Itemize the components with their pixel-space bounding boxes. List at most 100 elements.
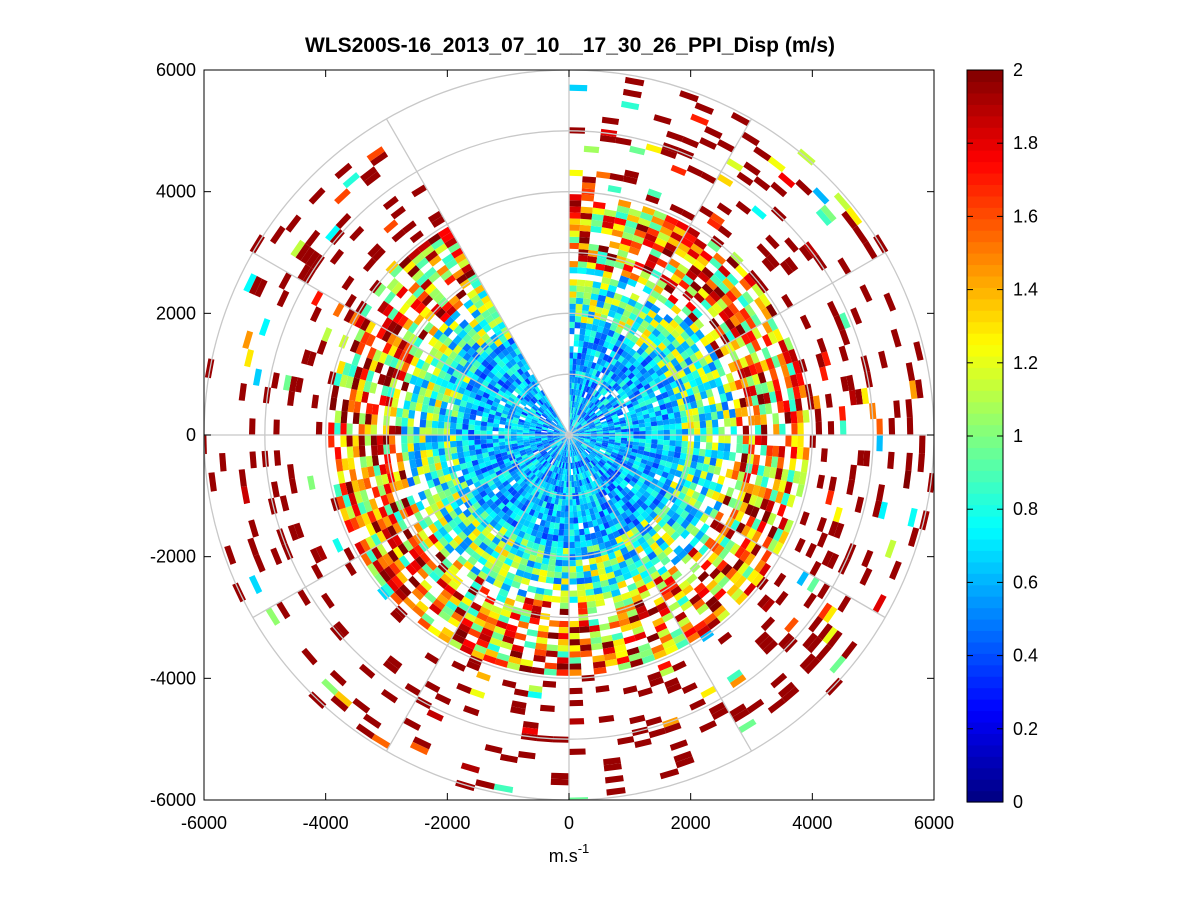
ppi-cell bbox=[370, 435, 377, 446]
ppi-cell bbox=[685, 301, 697, 312]
ppi-cell bbox=[660, 408, 668, 416]
ppi-cell bbox=[760, 476, 769, 488]
ppi-cell bbox=[627, 278, 638, 288]
ppi-cell bbox=[709, 257, 723, 270]
ppi-cell bbox=[750, 351, 760, 364]
ppi-cell bbox=[516, 494, 524, 502]
ppi-cell bbox=[437, 490, 447, 501]
ppi-cell bbox=[614, 494, 622, 502]
ppi-cell bbox=[614, 424, 621, 428]
ppi-cell bbox=[449, 486, 458, 495]
ppi-cell bbox=[581, 384, 586, 391]
colorbar: 0 0.2 0.4 0.6 0.8 1 1.2 1.4 1.6 1.8 2 bbox=[966, 60, 1038, 812]
ppi-cell bbox=[802, 447, 810, 461]
ppi-cell bbox=[606, 377, 614, 385]
ppi-cell bbox=[501, 364, 510, 373]
ppi-cell bbox=[703, 456, 711, 465]
ppi-cell bbox=[812, 395, 821, 410]
ppi-cell bbox=[552, 583, 562, 591]
ppi-cell bbox=[569, 425, 571, 432]
ppi-cell bbox=[403, 400, 411, 410]
ppi-cell bbox=[709, 340, 720, 351]
ppi-cell bbox=[575, 423, 581, 429]
ppi-cell bbox=[675, 435, 683, 441]
ppi-cell bbox=[581, 479, 586, 486]
ppi-cell bbox=[371, 734, 391, 749]
ppi-cell bbox=[480, 430, 487, 435]
ppi-cell bbox=[585, 268, 596, 276]
ppi-cell bbox=[376, 518, 387, 531]
ppi-cell bbox=[540, 405, 547, 411]
ppi-cell bbox=[586, 348, 592, 356]
ppi-cell bbox=[392, 323, 403, 336]
ppi-cell bbox=[440, 482, 449, 491]
ppi-cell bbox=[589, 299, 598, 307]
ppi-cell bbox=[647, 407, 655, 414]
ppi-cell bbox=[418, 329, 429, 341]
ppi-cell bbox=[587, 606, 598, 615]
ppi-cell bbox=[729, 571, 742, 584]
ppi-cell bbox=[828, 520, 839, 537]
ppi-cell bbox=[402, 408, 410, 419]
ppi-cell bbox=[511, 422, 518, 427]
colorbar-band bbox=[967, 298, 1003, 311]
ppi-cell bbox=[469, 471, 477, 479]
ppi-cell bbox=[766, 512, 777, 526]
ppi-cell bbox=[370, 546, 383, 560]
ppi-cell bbox=[695, 399, 704, 408]
ppi-cell bbox=[517, 424, 524, 428]
ppi-cell bbox=[529, 617, 540, 625]
ppi-cell bbox=[772, 328, 784, 342]
ppi-cell bbox=[637, 449, 644, 455]
ppi-cell bbox=[520, 358, 528, 366]
ppi-cell bbox=[776, 503, 787, 517]
ppi-cell bbox=[372, 349, 383, 362]
ppi-cell bbox=[596, 561, 605, 570]
ppi-cell bbox=[644, 398, 652, 406]
ppi-cell bbox=[667, 294, 679, 305]
ppi-cell bbox=[486, 383, 495, 391]
ppi-cell bbox=[521, 398, 529, 405]
ppi-cell bbox=[656, 360, 666, 369]
ppi-cell bbox=[694, 102, 714, 115]
ppi-cell bbox=[675, 756, 695, 769]
ppi-cell bbox=[734, 407, 742, 418]
ppi-cell bbox=[535, 426, 542, 430]
ppi-cell bbox=[689, 593, 702, 606]
ppi-cell bbox=[348, 492, 358, 506]
ppi-cell bbox=[477, 458, 485, 465]
ppi-cell bbox=[526, 560, 535, 568]
ppi-cell bbox=[344, 561, 357, 577]
ppi-cell bbox=[714, 348, 724, 359]
ppi-cell bbox=[649, 541, 660, 552]
ppi-cell bbox=[619, 461, 627, 468]
ppi-cell bbox=[559, 523, 565, 530]
ppi-cell bbox=[569, 285, 577, 292]
ppi-cell bbox=[411, 605, 426, 618]
ppi-cell bbox=[513, 688, 529, 697]
ppi-cell bbox=[667, 450, 675, 458]
ppi-cell bbox=[450, 416, 458, 424]
ppi-cell bbox=[663, 466, 671, 474]
ppi-cell bbox=[613, 487, 621, 495]
ppi-cell bbox=[553, 504, 558, 511]
ppi-cell bbox=[557, 504, 562, 512]
ppi-cell bbox=[578, 334, 585, 342]
ppi-cell bbox=[622, 175, 638, 185]
ppi-cell bbox=[510, 560, 520, 569]
ppi-cell bbox=[655, 323, 666, 333]
ppi-cell bbox=[334, 162, 353, 180]
ppi-cell bbox=[575, 449, 579, 455]
ppi-cell bbox=[461, 263, 473, 274]
ppi-cell bbox=[595, 556, 603, 564]
ppi-cell bbox=[424, 472, 433, 482]
ppi-cell bbox=[651, 384, 659, 392]
ppi-cell bbox=[582, 398, 588, 405]
ppi-cell bbox=[542, 440, 549, 444]
ppi-cell bbox=[500, 608, 512, 618]
ppi-cell bbox=[660, 364, 669, 374]
ppi-cell bbox=[872, 500, 882, 518]
ppi-cell bbox=[534, 469, 540, 476]
ppi-cell bbox=[419, 442, 427, 451]
ppi-cell bbox=[631, 476, 639, 484]
